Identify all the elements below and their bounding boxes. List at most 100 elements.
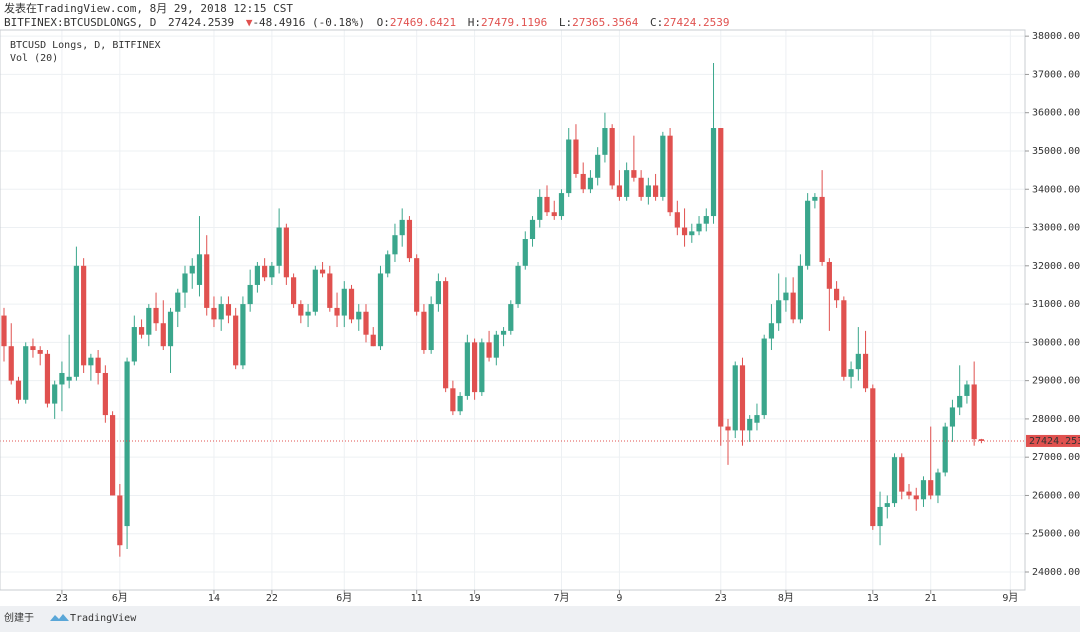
candle-body (37, 350, 43, 354)
candle-body (348, 288, 355, 320)
candle-body (595, 154, 601, 178)
candle-body (710, 128, 717, 217)
y-tick-label: 34000.0000 (1032, 184, 1080, 195)
candle-body (435, 281, 441, 305)
price-tag (1026, 434, 1080, 447)
candle-body (624, 170, 630, 197)
footer-brand[interactable]: TradingView (70, 613, 137, 624)
candle-body (175, 292, 181, 312)
candle-body (131, 327, 137, 362)
candle-body (725, 426, 731, 431)
l-label: L: (559, 16, 572, 29)
candle-body (812, 196, 818, 201)
candle-body (573, 139, 579, 174)
candle-body (616, 185, 622, 197)
candle-body (233, 315, 239, 366)
candle-body (254, 265, 260, 285)
candle-body (609, 128, 615, 186)
x-tick-label: 7月 (553, 592, 569, 604)
candle-body (30, 346, 36, 351)
candle-body (913, 495, 919, 500)
candle-body (167, 311, 174, 347)
plot-area (0, 30, 1025, 590)
c-label: C: (650, 16, 663, 29)
l-value: 27365.3564 (572, 16, 639, 29)
candle-body (370, 334, 376, 347)
candle-body (674, 212, 680, 228)
candle-body (276, 227, 282, 266)
x-tick-label: 23 (715, 593, 727, 604)
y-tick-label: 28000.0000 (1032, 414, 1080, 425)
x-tick-label: 21 (925, 593, 937, 604)
candle-body (870, 388, 876, 527)
candle-body (935, 472, 941, 496)
candle-body (428, 304, 434, 351)
candle-body (464, 342, 470, 396)
y-tick-label: 37000.0000 (1032, 69, 1080, 80)
candle-body (783, 292, 789, 301)
candle-body (414, 258, 420, 312)
header: 发表在TradingView.com, 8月 29, 2018 12:15 CS… (4, 1, 729, 29)
candle-body (1, 315, 7, 347)
candle-body (457, 395, 463, 412)
last-price: 27424.2539 (168, 16, 234, 29)
x-tick-label: 23 (56, 593, 68, 604)
candle-body (240, 304, 246, 366)
candle-body (52, 384, 58, 404)
candle-body (312, 269, 318, 312)
candle-body (653, 185, 659, 197)
down-arrow: ▼ (246, 16, 253, 29)
candle-body (385, 254, 391, 274)
x-tick-label: 11 (411, 593, 423, 604)
chart-title: BTCUSD Longs, D, BITFINEX (10, 40, 161, 51)
candle-body (848, 369, 854, 377)
y-tick-label: 24000.0000 (1032, 567, 1080, 578)
candle-body (841, 300, 847, 377)
candle-body (392, 235, 398, 255)
candle-body (218, 304, 224, 320)
candle-body (877, 506, 883, 527)
candle-body (305, 311, 311, 316)
candle-body (421, 311, 427, 351)
candle-body (23, 346, 29, 400)
candle-body (834, 288, 840, 301)
candle-body (44, 353, 51, 404)
candle-body (450, 388, 456, 412)
candle-body (182, 273, 188, 293)
x-tick-label: 9月 (1002, 592, 1018, 604)
candle-body (566, 139, 572, 194)
symbol: BITFINEX:BTCUSDLONGS, D (4, 16, 156, 29)
candle-body (327, 273, 333, 308)
footer-bar (0, 606, 1080, 632)
candle-body (399, 219, 405, 236)
candle-body (631, 170, 637, 178)
candle-body (189, 265, 195, 274)
candle-body (298, 304, 304, 316)
candle-body (551, 212, 557, 217)
y-tick-label: 33000.0000 (1032, 223, 1080, 234)
candle-body (660, 135, 666, 197)
x-tick-label: 9 (616, 593, 622, 604)
candle-body (204, 254, 210, 308)
candle-body (884, 503, 890, 507)
symbol-line: BITFINEX:BTCUSDLONGS, D 27424.2539 ▼-48.… (4, 16, 729, 29)
candle-body (891, 457, 898, 504)
candle-body (319, 269, 326, 274)
candle-body (739, 365, 746, 431)
candle-body (703, 216, 709, 224)
candle-body (949, 407, 956, 427)
y-tick-label: 36000.0000 (1032, 108, 1080, 119)
candle-body (479, 342, 485, 393)
candle-body (689, 231, 695, 236)
candle-body (88, 357, 94, 366)
x-tick-label: 13 (867, 593, 879, 604)
candle-body (138, 327, 145, 335)
candle-body (291, 277, 297, 305)
candle-body (681, 227, 688, 236)
y-tick-label: 31000.0000 (1032, 299, 1080, 310)
x-tick-label: 19 (469, 593, 481, 604)
c-value: 27424.2539 (663, 16, 729, 29)
h-label: H: (468, 16, 481, 29)
candle-body (15, 380, 22, 400)
